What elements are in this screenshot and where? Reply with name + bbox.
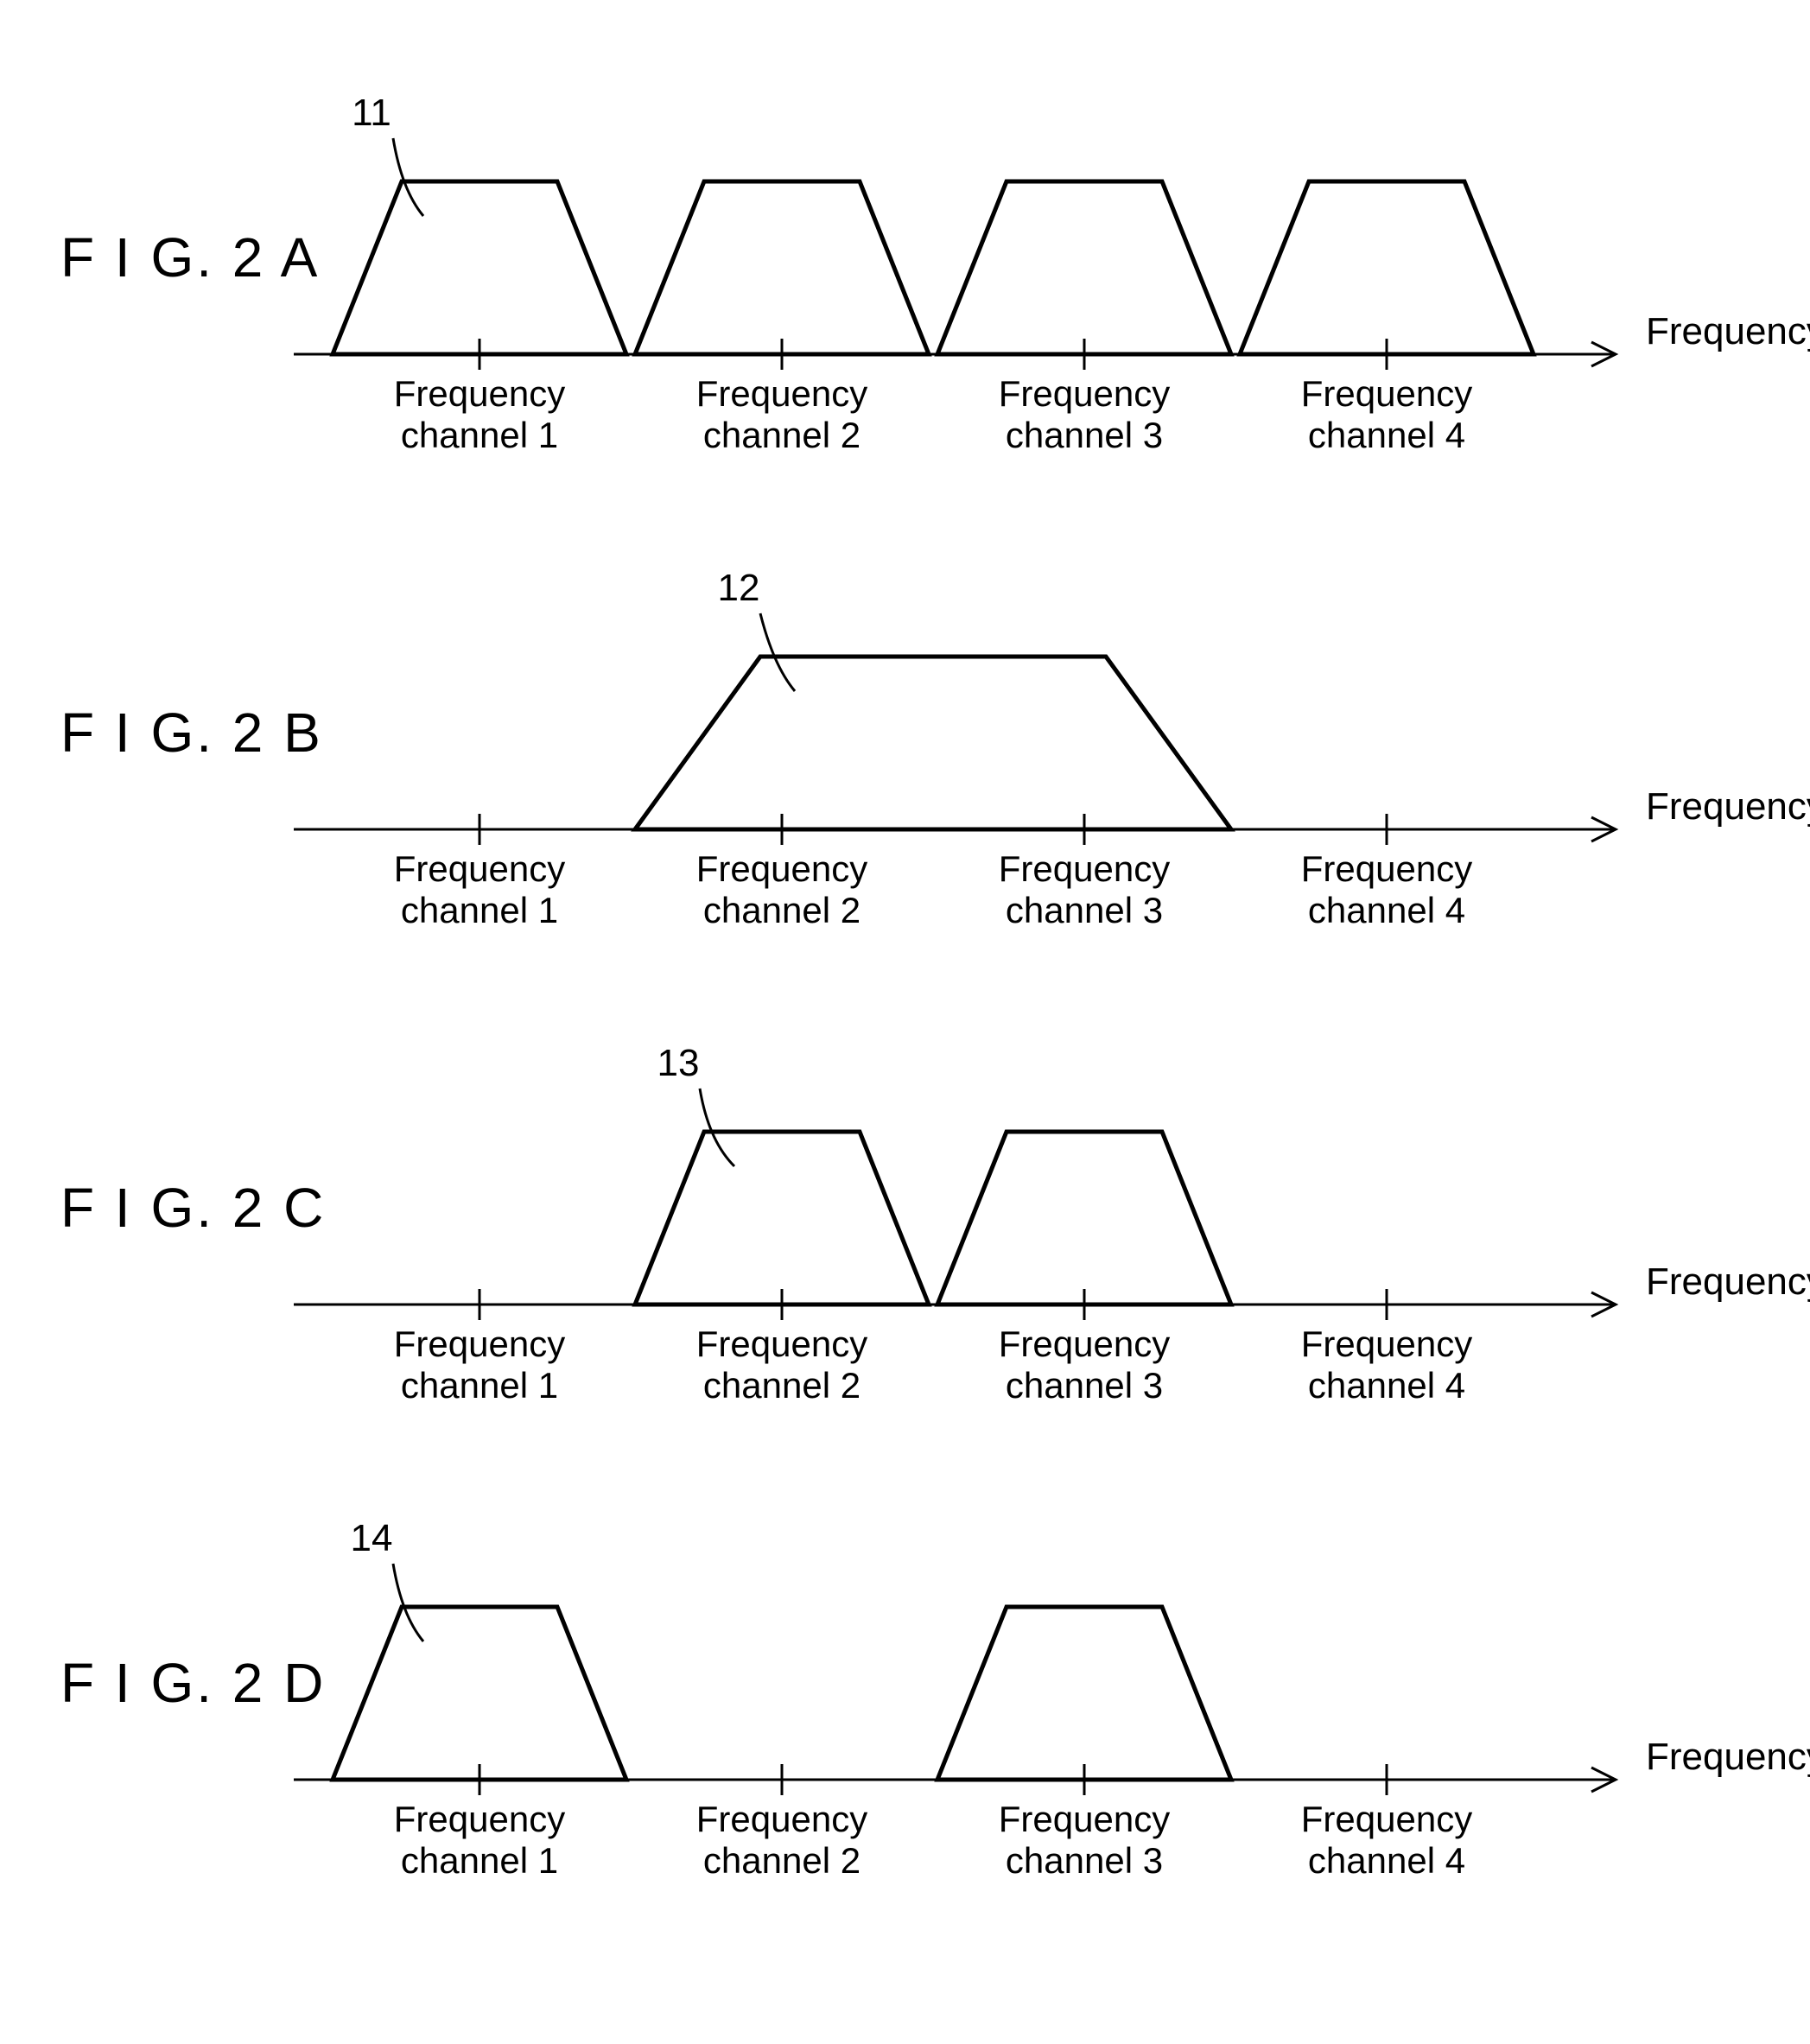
channel-label-2-line2: channel 2 xyxy=(703,415,861,455)
trapezoid-panel-A-1 xyxy=(635,181,929,354)
wide-trapezoid-panel-B-0 xyxy=(635,657,1231,829)
ref-number-12: 12 xyxy=(718,567,760,609)
channel-label-1-line1: Frequency xyxy=(394,848,565,889)
trapezoid-panel-C-0 xyxy=(635,1132,929,1304)
channel-label-2-line2: channel 2 xyxy=(703,890,861,930)
axis-label-frequency: Frequency xyxy=(1646,310,1810,352)
ref-number-13: 13 xyxy=(657,1042,700,1084)
channel-label-3-line2: channel 3 xyxy=(1006,890,1163,930)
channel-label-1-line2: channel 1 xyxy=(401,415,558,455)
figure-svg: F I G. 2 AFrequencychannel 1Frequencycha… xyxy=(0,0,1810,2044)
ref-leader-11 xyxy=(393,138,423,216)
channel-label-4-line2: channel 4 xyxy=(1308,890,1465,930)
trapezoid-panel-A-3 xyxy=(1240,181,1534,354)
axis-label-frequency: Frequency xyxy=(1646,1260,1810,1303)
channel-label-4-line2: channel 4 xyxy=(1308,1365,1465,1406)
channel-label-4-line2: channel 4 xyxy=(1308,1840,1465,1881)
channel-label-3-line1: Frequency xyxy=(999,1324,1170,1364)
channel-label-1-line1: Frequency xyxy=(394,373,565,414)
channel-label-1-line1: Frequency xyxy=(394,1324,565,1364)
channel-label-2-line1: Frequency xyxy=(696,1799,867,1839)
channel-label-2-line2: channel 2 xyxy=(703,1365,861,1406)
trapezoid-panel-C-1 xyxy=(937,1132,1231,1304)
figure-label-B: F I G. 2 B xyxy=(60,701,323,764)
trapezoid-panel-D-0 xyxy=(333,1607,626,1780)
channel-label-4-line1: Frequency xyxy=(1301,848,1472,889)
channel-label-4-line1: Frequency xyxy=(1301,1324,1472,1364)
axis-panel-C: Frequencychannel 1Frequencychannel 2Freq… xyxy=(294,1260,1810,1406)
ref-leader-14 xyxy=(393,1564,423,1641)
trapezoid-panel-A-2 xyxy=(937,181,1231,354)
channel-label-4-line1: Frequency xyxy=(1301,1799,1472,1839)
channel-label-1-line2: channel 1 xyxy=(401,890,558,930)
figure-label-A: F I G. 2 A xyxy=(60,226,320,289)
channel-label-3-line2: channel 3 xyxy=(1006,1840,1163,1881)
axis-panel-D: Frequencychannel 1Frequencychannel 2Freq… xyxy=(294,1736,1810,1881)
channel-label-3-line1: Frequency xyxy=(999,848,1170,889)
channel-label-3-line1: Frequency xyxy=(999,1799,1170,1839)
channel-label-3-line2: channel 3 xyxy=(1006,1365,1163,1406)
channel-label-2-line1: Frequency xyxy=(696,848,867,889)
axis-label-frequency: Frequency xyxy=(1646,785,1810,828)
channel-label-1-line1: Frequency xyxy=(394,1799,565,1839)
axis-panel-A: Frequencychannel 1Frequencychannel 2Freq… xyxy=(294,310,1810,455)
channel-label-4-line2: channel 4 xyxy=(1308,415,1465,455)
channel-label-3-line1: Frequency xyxy=(999,373,1170,414)
channel-label-3-line2: channel 3 xyxy=(1006,415,1163,455)
trapezoid-panel-D-1 xyxy=(937,1607,1231,1780)
figure-label-C: F I G. 2 C xyxy=(60,1177,326,1239)
ref-number-11: 11 xyxy=(352,92,391,134)
ref-leader-12 xyxy=(760,613,795,691)
trapezoid-panel-A-0 xyxy=(333,181,626,354)
figure-label-D: F I G. 2 D xyxy=(60,1652,326,1714)
channel-label-2-line1: Frequency xyxy=(696,373,867,414)
ref-leader-13 xyxy=(700,1089,734,1166)
channel-label-2-line2: channel 2 xyxy=(703,1840,861,1881)
channel-label-1-line2: channel 1 xyxy=(401,1365,558,1406)
channel-label-2-line1: Frequency xyxy=(696,1324,867,1364)
channel-label-4-line1: Frequency xyxy=(1301,373,1472,414)
ref-number-14: 14 xyxy=(351,1517,393,1559)
axis-panel-B: Frequencychannel 1Frequencychannel 2Freq… xyxy=(294,785,1810,930)
channel-label-1-line2: channel 1 xyxy=(401,1840,558,1881)
axis-label-frequency: Frequency xyxy=(1646,1736,1810,1778)
